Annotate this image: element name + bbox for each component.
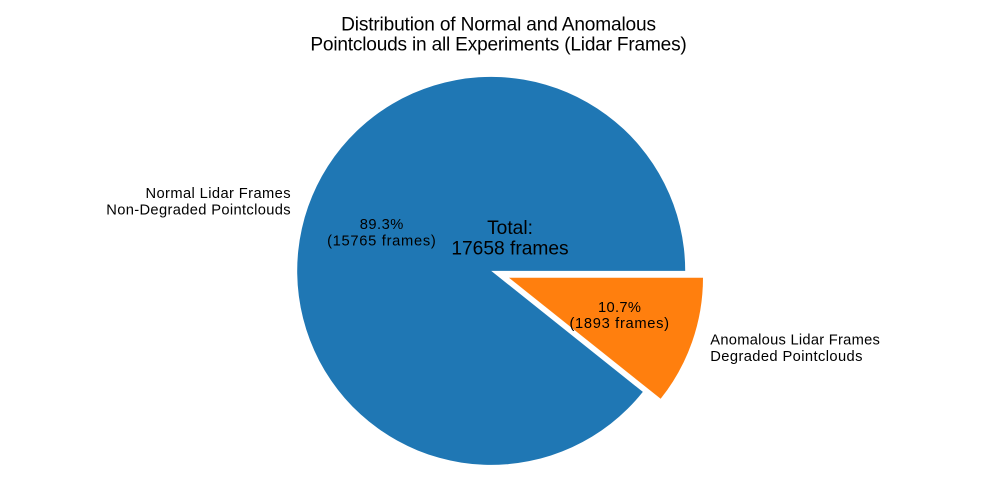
svg-text:17658 frames: 17658 frames	[451, 239, 568, 260]
svg-text:(1893 frames): (1893 frames)	[569, 316, 669, 332]
svg-text:Pointclouds in all Experiments: Pointclouds in all Experiments (Lidar Fr…	[310, 34, 686, 55]
svg-text:(15765 frames): (15765 frames)	[327, 234, 436, 250]
svg-text:Non-Degraded Pointclouds: Non-Degraded Pointclouds	[106, 203, 291, 219]
svg-text:Normal Lidar Frames: Normal Lidar Frames	[145, 186, 291, 202]
svg-text:Total:: Total:	[487, 218, 533, 239]
svg-text:Anomalous Lidar Frames: Anomalous Lidar Frames	[710, 332, 880, 348]
svg-text:10.7%: 10.7%	[598, 300, 641, 316]
svg-text:Distribution of Normal and Ano: Distribution of Normal and Anomalous	[341, 14, 656, 35]
svg-text:89.3%: 89.3%	[360, 217, 404, 233]
svg-text:Degraded Pointclouds: Degraded Pointclouds	[710, 349, 863, 365]
